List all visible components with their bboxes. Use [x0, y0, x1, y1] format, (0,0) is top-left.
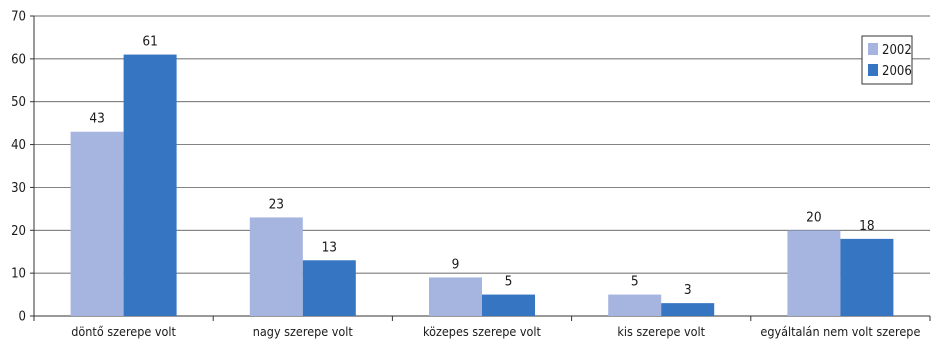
- data-label: 13: [322, 239, 337, 255]
- legend-swatch: [868, 64, 878, 76]
- data-label: 43: [89, 111, 104, 127]
- bar-2006: [840, 238, 894, 316]
- y-tick-label: 0: [19, 310, 26, 325]
- bar-2002: [249, 217, 303, 316]
- data-label: 3: [684, 282, 692, 298]
- y-tick-label: 30: [11, 181, 26, 196]
- data-label: 9: [452, 256, 460, 272]
- bar-2002: [787, 230, 841, 316]
- data-label: 5: [631, 274, 639, 290]
- x-tick-label: kis szerepe volt: [617, 324, 705, 339]
- legend-label: 2002: [882, 43, 912, 58]
- y-tick-label: 20: [11, 224, 26, 239]
- data-label: 23: [269, 196, 284, 212]
- gridlines: [34, 15, 930, 274]
- bar-2002: [429, 277, 482, 316]
- bar-2006: [302, 260, 356, 316]
- bars: [70, 54, 894, 316]
- bar-2002: [608, 294, 662, 316]
- y-tick-label: 50: [11, 95, 26, 110]
- x-tick-label: döntő szerepe volt: [71, 324, 176, 339]
- legend: 2002 2006: [861, 35, 913, 85]
- data-label: 61: [142, 34, 157, 50]
- data-labels: 43 61 23 13 9 5 5 3 20 18: [89, 34, 874, 299]
- x-tick-label: egyáltalán nem volt szerepe: [760, 324, 920, 339]
- data-label: 20: [806, 209, 821, 225]
- bar-2006: [482, 294, 535, 316]
- y-tick-label: 60: [11, 52, 26, 67]
- y-tick-label: 70: [11, 10, 26, 25]
- y-tick-label: 40: [11, 138, 26, 153]
- data-label: 5: [505, 274, 513, 290]
- legend-label: 2006: [882, 64, 912, 79]
- bar-2006: [123, 54, 177, 316]
- x-tick-label: közepes szerepe volt: [423, 324, 542, 339]
- y-tick-label: 10: [11, 267, 26, 282]
- legend-swatch: [868, 43, 878, 55]
- bar-2006: [661, 303, 715, 316]
- data-label: 18: [859, 218, 874, 234]
- axes: 0 10 20 30 40 50 60 70 döntő szerepe volt nagy sz…: [11, 10, 931, 339]
- x-tick-label: nagy szerepe volt: [253, 324, 354, 339]
- bar-2002: [70, 131, 124, 316]
